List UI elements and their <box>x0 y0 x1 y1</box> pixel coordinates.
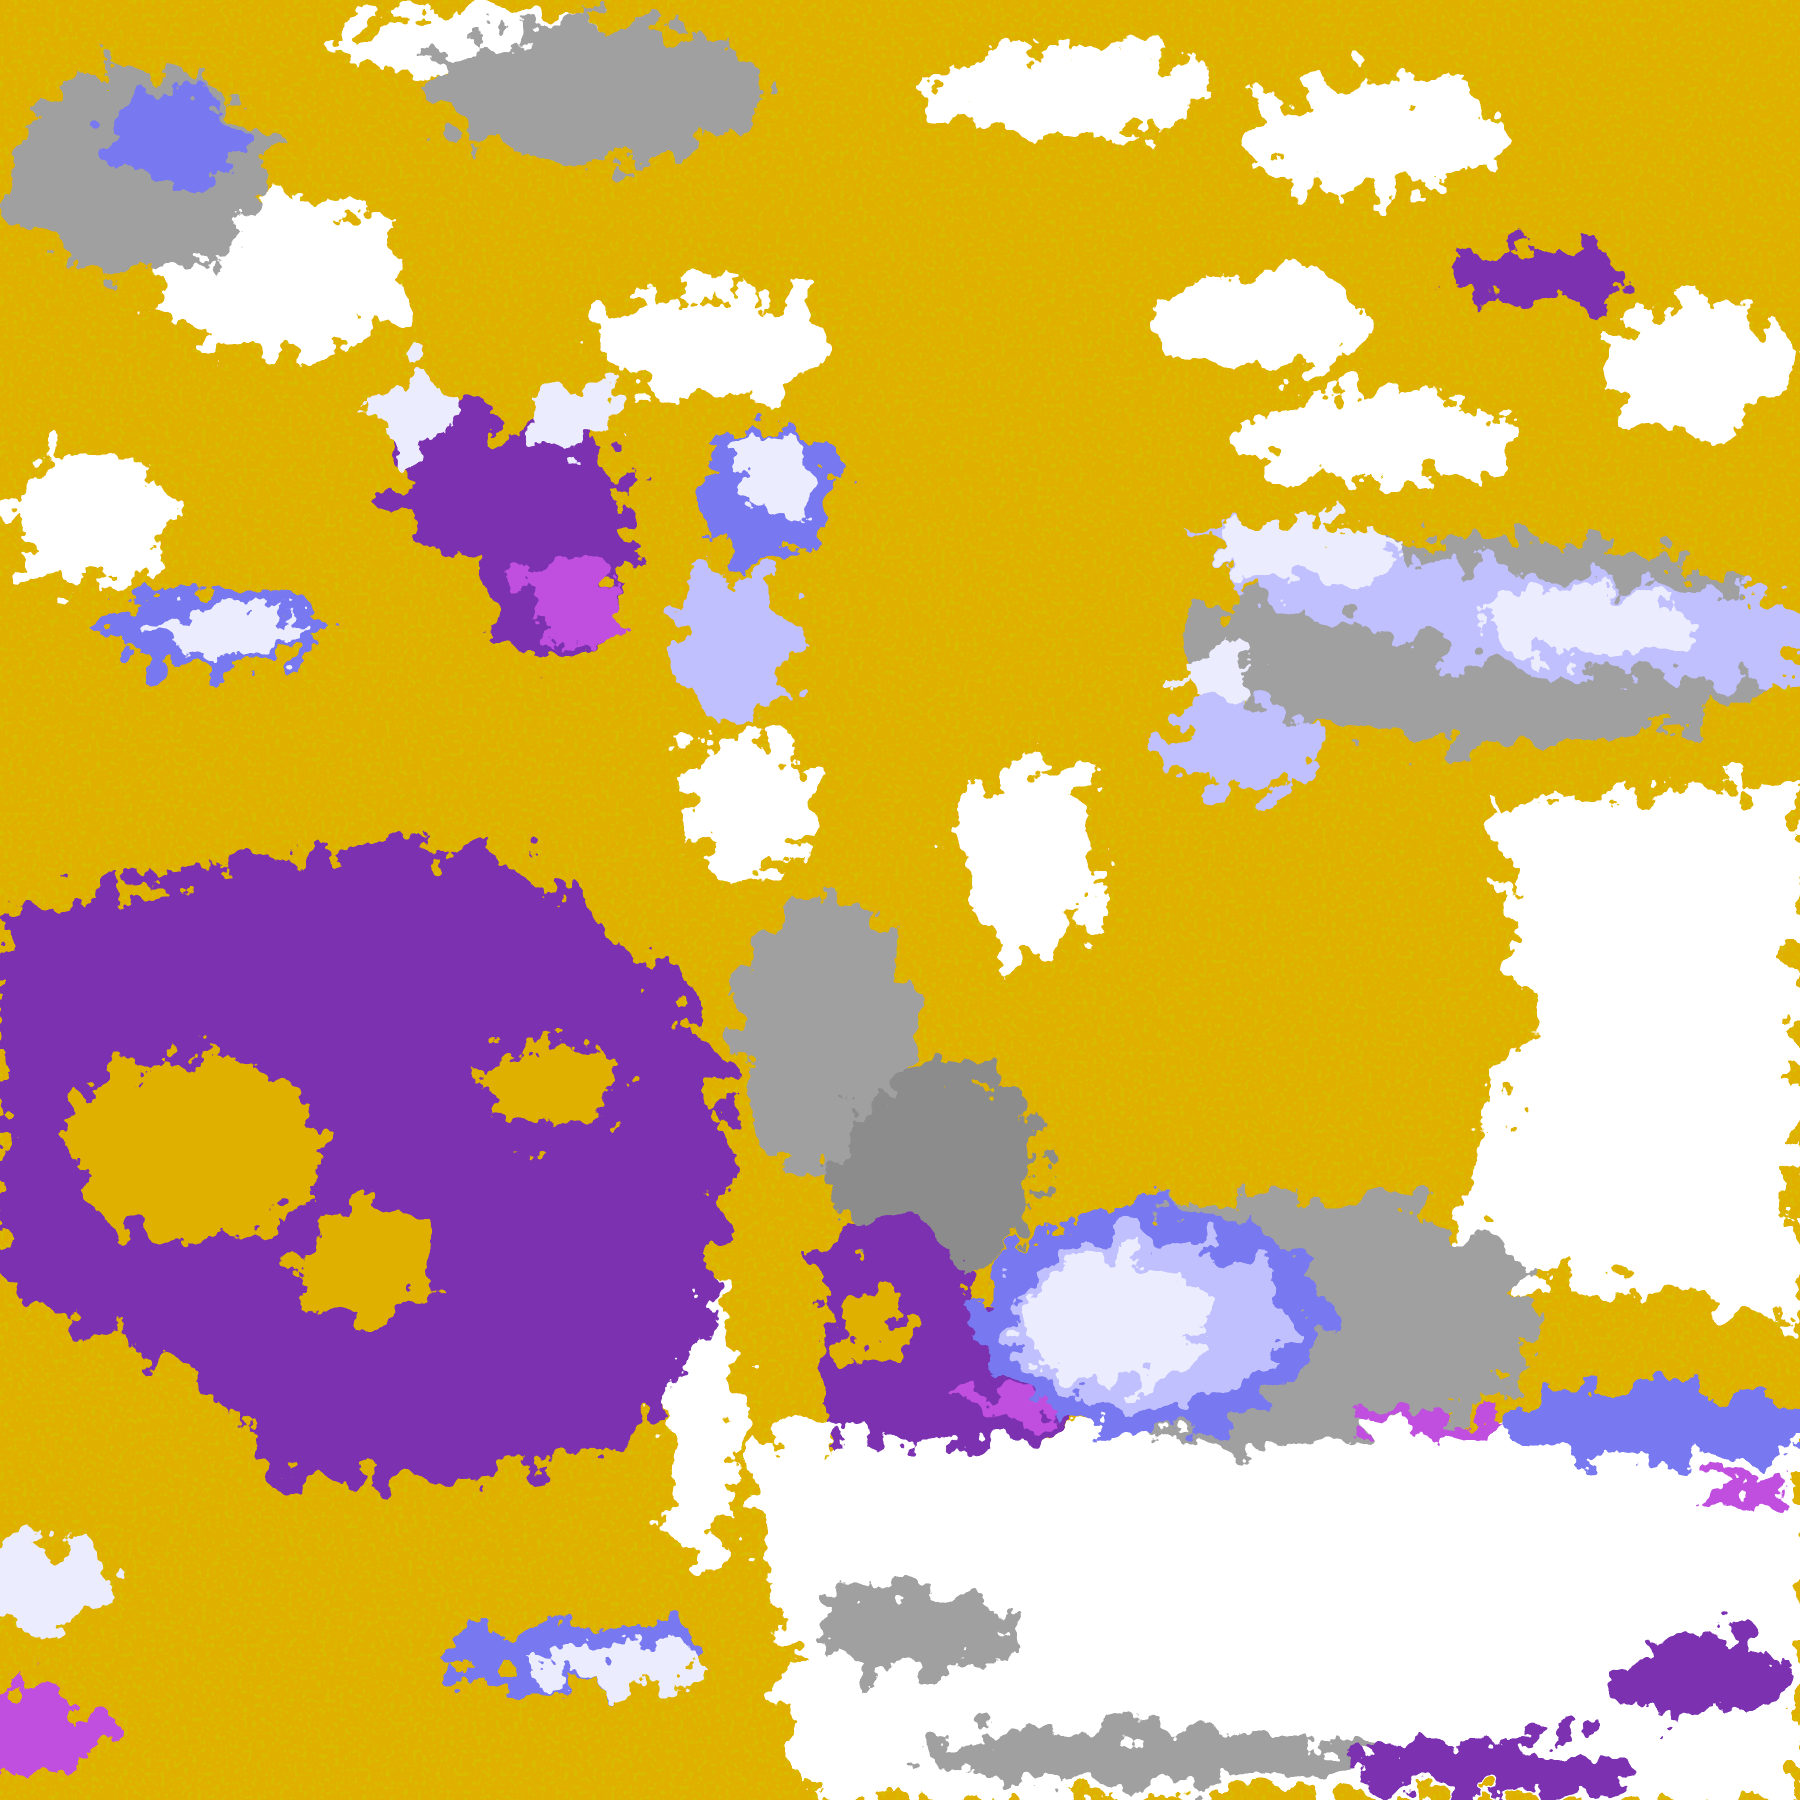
gold-islands-in-purple <box>68 1044 907 1355</box>
deep-convection-regions <box>0 91 1800 1688</box>
clear-sky-regions <box>11 11 1800 1800</box>
magenta-regions <box>0 551 1791 1780</box>
